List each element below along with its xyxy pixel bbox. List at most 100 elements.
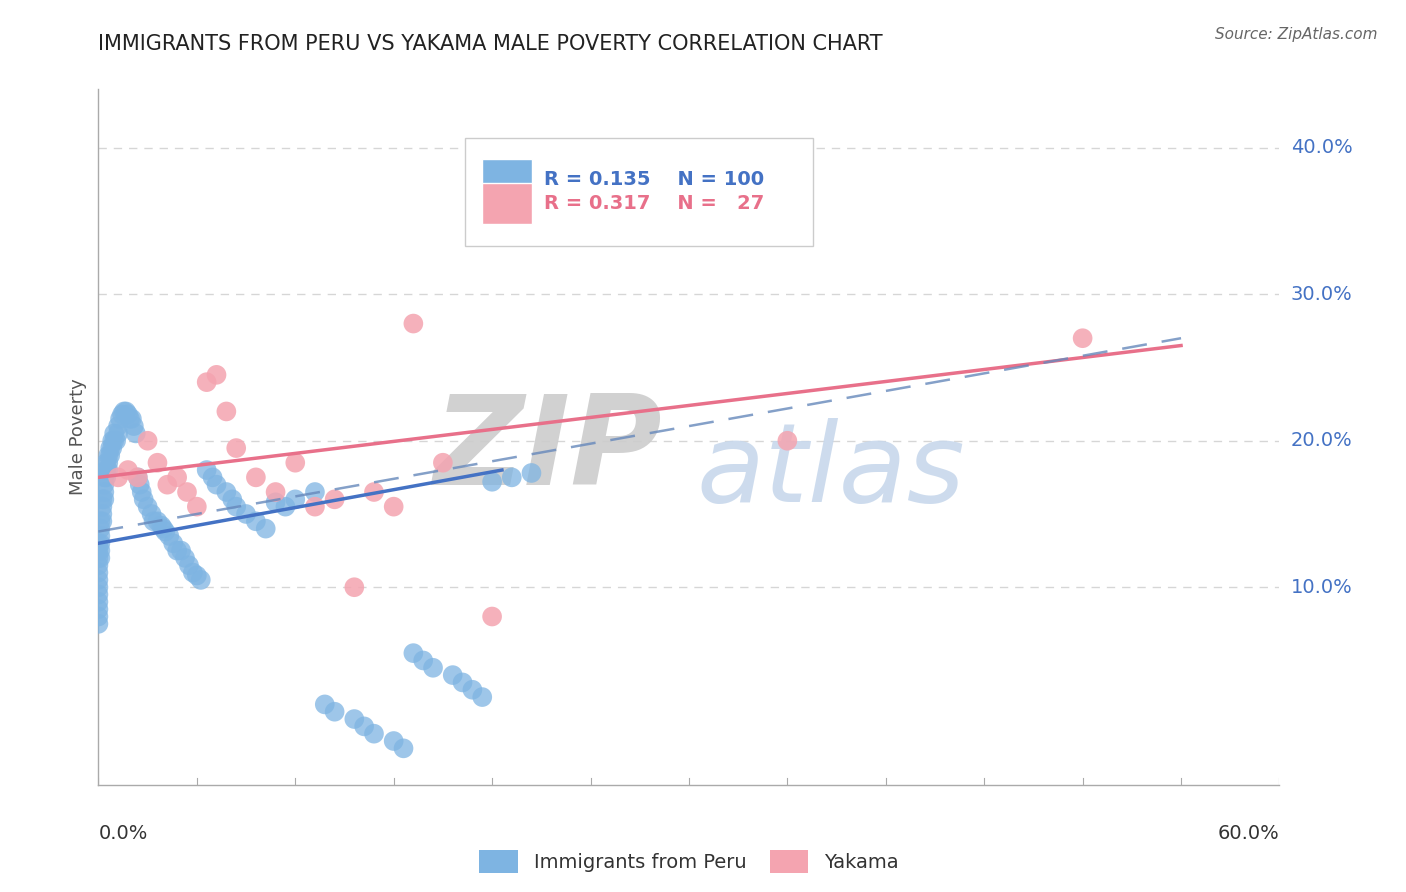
Text: R = 0.317    N =   27: R = 0.317 N = 27 — [544, 194, 763, 213]
Point — [776, 434, 799, 448]
Point — [107, 470, 129, 484]
Point — [89, 522, 111, 536]
Point — [245, 514, 267, 528]
Point — [201, 470, 224, 484]
Point — [125, 426, 148, 441]
Point — [186, 568, 208, 582]
Point — [103, 434, 125, 448]
Text: Source: ZipAtlas.com: Source: ZipAtlas.com — [1215, 27, 1378, 42]
Point — [186, 500, 208, 514]
Point — [97, 456, 120, 470]
Point — [93, 485, 115, 500]
Point — [152, 522, 174, 536]
Text: ZIP: ZIP — [433, 391, 662, 511]
Point — [323, 492, 346, 507]
Point — [98, 441, 121, 455]
Point — [108, 411, 131, 425]
Point — [87, 616, 110, 631]
Point — [177, 558, 200, 573]
Point — [118, 411, 141, 425]
Text: R = 0.135    N = 100: R = 0.135 N = 100 — [544, 170, 763, 189]
Point — [304, 500, 326, 514]
Point — [1071, 331, 1094, 345]
Text: 20.0%: 20.0% — [1291, 431, 1353, 450]
Text: 10.0%: 10.0% — [1291, 578, 1353, 597]
Point — [343, 580, 366, 594]
Point — [441, 668, 464, 682]
Point — [254, 522, 277, 536]
Point — [221, 492, 243, 507]
Point — [205, 368, 228, 382]
Point — [314, 698, 336, 712]
Text: 30.0%: 30.0% — [1291, 285, 1353, 304]
Point — [402, 646, 425, 660]
Text: 40.0%: 40.0% — [1291, 138, 1353, 157]
Point — [174, 550, 197, 565]
Point — [195, 463, 218, 477]
Point — [128, 477, 150, 491]
Point — [89, 550, 111, 565]
Point — [235, 507, 257, 521]
Point — [91, 500, 114, 514]
Point — [166, 543, 188, 558]
Point — [205, 477, 228, 491]
FancyBboxPatch shape — [464, 138, 813, 245]
Point — [111, 408, 134, 422]
Point — [91, 492, 114, 507]
Point — [87, 588, 110, 602]
Point — [91, 507, 114, 521]
Point — [195, 375, 218, 389]
Point — [107, 419, 129, 434]
Point — [481, 475, 503, 489]
Point — [96, 470, 118, 484]
Point — [115, 404, 138, 418]
Point — [215, 404, 238, 418]
Point — [176, 485, 198, 500]
FancyBboxPatch shape — [482, 183, 531, 224]
Point — [93, 492, 115, 507]
Point — [142, 514, 165, 528]
Point — [117, 408, 139, 422]
Point — [181, 566, 204, 580]
Point — [451, 675, 474, 690]
Point — [146, 514, 169, 528]
Point — [392, 741, 415, 756]
Point — [87, 595, 110, 609]
Point — [89, 536, 111, 550]
Point — [225, 500, 247, 514]
Point — [432, 456, 454, 470]
Point — [343, 712, 366, 726]
Point — [87, 573, 110, 587]
Point — [112, 404, 135, 418]
Point — [363, 727, 385, 741]
Point — [97, 449, 120, 463]
Point — [162, 536, 184, 550]
Point — [304, 485, 326, 500]
Point — [225, 441, 247, 455]
Point — [422, 661, 444, 675]
Point — [93, 470, 115, 484]
Point — [501, 470, 523, 484]
Point — [284, 492, 307, 507]
Point — [412, 653, 434, 667]
Point — [155, 524, 177, 539]
Point — [520, 466, 543, 480]
Point — [87, 536, 110, 550]
Text: atlas: atlas — [696, 418, 965, 525]
Point — [382, 734, 405, 748]
Point — [97, 463, 120, 477]
Point — [353, 719, 375, 733]
Point — [274, 500, 297, 514]
Point — [150, 518, 173, 533]
Point — [89, 529, 111, 543]
Point — [146, 456, 169, 470]
Point — [89, 514, 111, 528]
Point — [98, 449, 121, 463]
Point — [264, 485, 287, 500]
Point — [96, 463, 118, 477]
Point — [89, 543, 111, 558]
Point — [96, 456, 118, 470]
Point — [166, 470, 188, 484]
Point — [157, 529, 180, 543]
Point — [141, 507, 163, 521]
